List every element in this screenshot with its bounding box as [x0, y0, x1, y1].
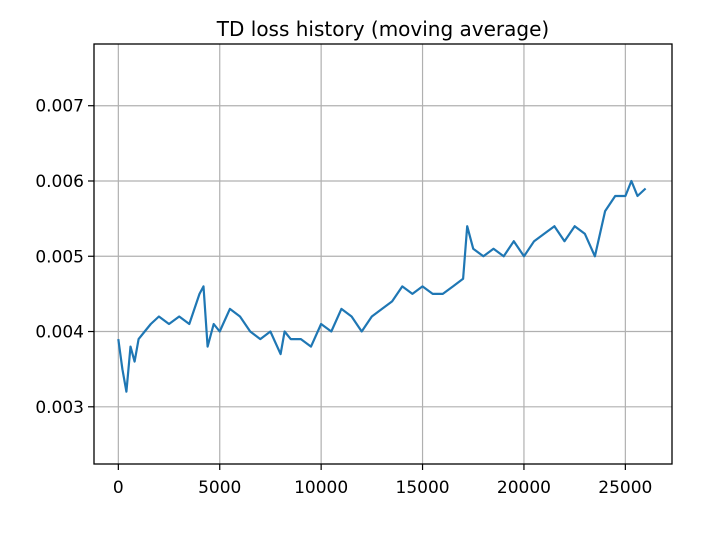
- y-tick-label: 0.007: [35, 97, 84, 117]
- x-tick-label: 20000: [497, 478, 551, 498]
- x-tick-label: 0: [113, 478, 124, 498]
- plot-frame: [93, 43, 673, 465]
- grid: [94, 44, 672, 464]
- y-tick-label: 0.005: [35, 247, 84, 267]
- axis-ticks: 0 5000 10000 15000 20000 25000 0.003 0.004 0.005…: [35, 97, 652, 498]
- chart-title: TD loss history (moving average): [216, 17, 549, 41]
- series-layer: [117, 179, 647, 393]
- y-tick-label: 0.006: [35, 172, 84, 192]
- x-tick-label: 5000: [198, 478, 241, 498]
- x-tick-label: 25000: [598, 478, 652, 498]
- y-tick-label: 0.003: [35, 398, 84, 418]
- x-tick-label: 10000: [294, 478, 348, 498]
- y-tick-label: 0.004: [35, 323, 84, 343]
- x-tick-label: 15000: [396, 478, 450, 498]
- series-line: [117, 179, 647, 393]
